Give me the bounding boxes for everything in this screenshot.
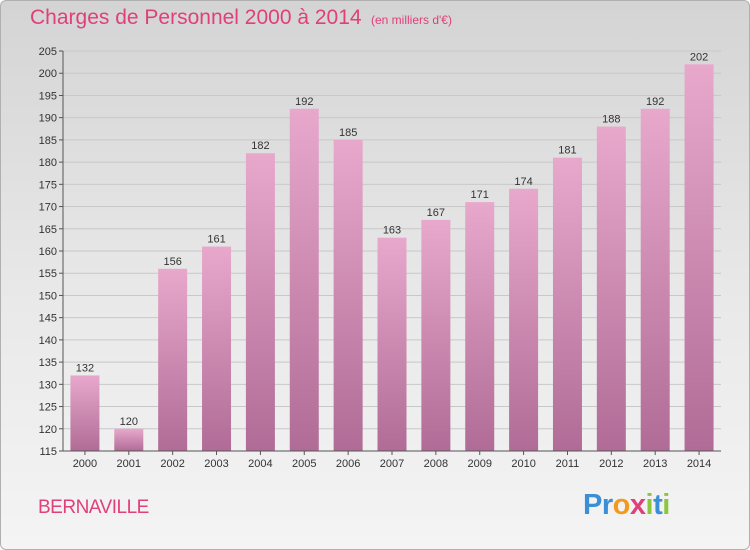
bars [70, 64, 714, 452]
data-label: 171 [471, 189, 489, 201]
y-tick-label: 185 [39, 135, 57, 147]
x-tick-label: 2002 [160, 458, 184, 470]
y-tick-label: 160 [39, 246, 57, 258]
x-tick-label: 2000 [73, 458, 97, 470]
y-tick-labels: 115 120 125 130 135 140 145 150 155 160 165 170 175 1… [39, 46, 63, 458]
data-label: 120 [120, 416, 138, 428]
bar [289, 108, 319, 452]
x-tick-label: 2003 [204, 458, 228, 470]
x-tick-labels: 2000 2001 2002 2003 2004 2005 2006 2007 2008 2009… [73, 451, 711, 470]
x-tick-label: 2012 [599, 458, 623, 470]
y-tick-label: 115 [39, 446, 57, 458]
bar [465, 202, 495, 451]
bar [684, 64, 714, 452]
x-tick-label: 2013 [643, 458, 667, 470]
logo-letter: i [645, 489, 654, 521]
data-labels: 132 120 156 161 182 192 185 163 167 171 174 181 188 1… [76, 51, 708, 427]
x-tick-label: 2004 [248, 458, 272, 470]
y-tick-label: 150 [39, 290, 57, 302]
data-label: 182 [251, 140, 269, 152]
y-tick-label: 180 [39, 157, 57, 169]
x-tick-label: 2014 [687, 458, 711, 470]
bar [421, 219, 451, 451]
y-tick-label: 200 [39, 68, 57, 80]
y-tick-label: 190 [39, 113, 57, 125]
x-tick-label: 2001 [117, 458, 141, 470]
y-tick-label: 125 [39, 402, 57, 414]
chart-subtitle: (en milliers d'€) [371, 13, 452, 27]
y-tick-label: 205 [39, 46, 57, 58]
bar [70, 375, 100, 451]
bar [509, 188, 539, 451]
data-label: 185 [339, 127, 357, 139]
bar [202, 246, 232, 451]
bar [245, 153, 275, 451]
chart-title: Charges de Personnel 2000 à 2014 [30, 6, 362, 29]
x-tick-label: 2010 [511, 458, 535, 470]
logo-letter: r [601, 489, 613, 521]
bar [552, 157, 582, 451]
y-tick-label: 120 [39, 424, 57, 436]
data-label: 174 [514, 176, 532, 188]
logo-letter: t [653, 489, 663, 521]
x-tick-label: 2007 [380, 458, 404, 470]
bar [158, 268, 188, 451]
commune-name: BERNAVILLE [38, 497, 149, 518]
y-tick-label: 175 [39, 179, 57, 191]
y-tick-label: 195 [39, 90, 57, 102]
data-label: 163 [383, 225, 401, 237]
bar [596, 126, 626, 452]
data-label: 202 [690, 51, 708, 63]
x-tick-label: 2005 [292, 458, 316, 470]
data-label: 192 [646, 96, 664, 108]
y-tick-label: 170 [39, 202, 57, 214]
bar [114, 428, 144, 451]
logo-letter: i [662, 489, 670, 521]
data-label: 188 [602, 114, 620, 126]
y-tick-label: 165 [39, 224, 57, 236]
y-tick-label: 155 [39, 268, 57, 280]
bar [333, 139, 363, 451]
x-tick-label: 2008 [424, 458, 448, 470]
y-tick-label: 140 [39, 335, 57, 347]
data-label: 192 [295, 96, 313, 108]
x-tick-label: 2009 [467, 458, 491, 470]
bar [377, 237, 407, 451]
data-label: 181 [558, 145, 576, 157]
proxiti-logo: Proxiti [583, 489, 670, 522]
y-tick-label: 135 [39, 357, 57, 369]
y-tick-label: 130 [39, 379, 57, 391]
x-tick-label: 2011 [556, 458, 580, 470]
bar [640, 108, 670, 452]
data-label: 167 [427, 207, 445, 219]
data-label: 161 [207, 234, 225, 246]
y-tick-label: 145 [39, 313, 57, 325]
x-tick-label: 2006 [336, 458, 360, 470]
data-label: 156 [163, 256, 181, 268]
logo-letter: x [629, 489, 646, 521]
data-label: 132 [76, 362, 94, 374]
logo-letter: o [612, 489, 631, 521]
logo-letter: P [583, 489, 602, 521]
